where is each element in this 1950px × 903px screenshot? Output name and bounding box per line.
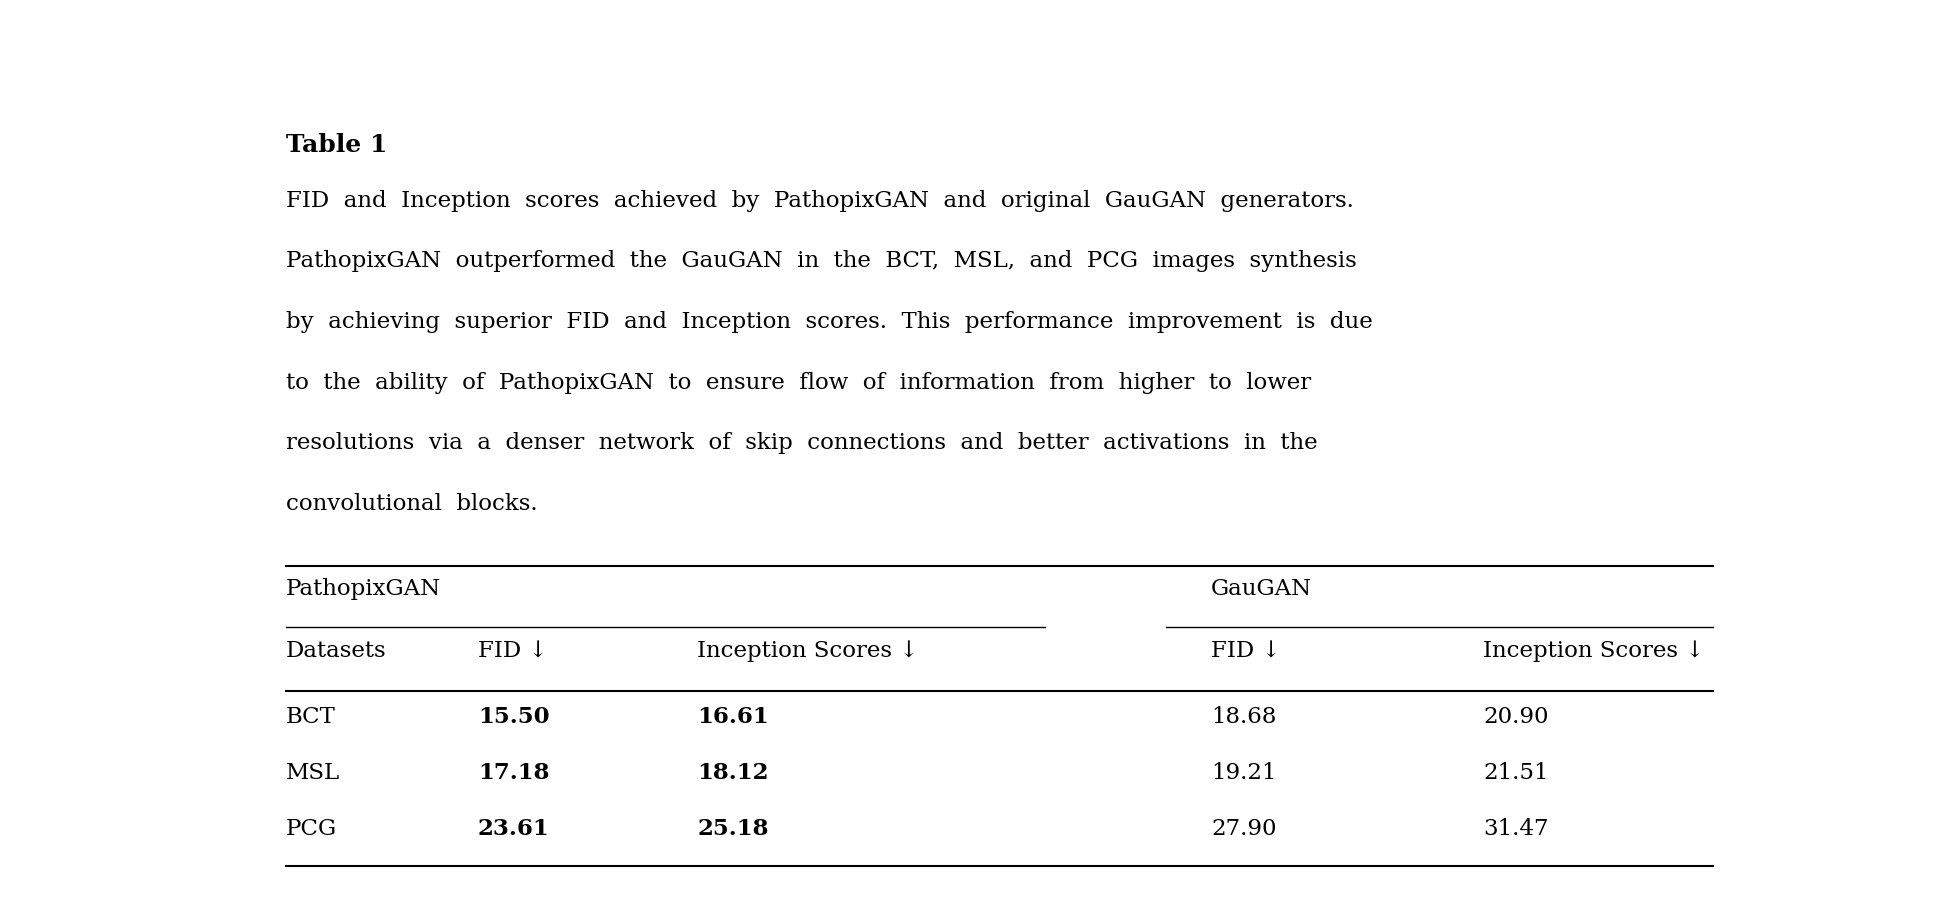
Text: convolutional  blocks.: convolutional blocks.: [287, 492, 538, 514]
Text: 15.50: 15.50: [478, 705, 550, 728]
Text: 16.61: 16.61: [698, 705, 768, 728]
Text: FID  and  Inception  scores  achieved  by  PathopixGAN  and  original  GauGAN  g: FID and Inception scores achieved by Pat…: [287, 190, 1353, 211]
Text: 20.90: 20.90: [1482, 705, 1548, 728]
Text: PathopixGAN  outperformed  the  GauGAN  in  the  BCT,  MSL,  and  PCG  images  s: PathopixGAN outperformed the GauGAN in t…: [287, 250, 1357, 272]
Text: Inception Scores ↓: Inception Scores ↓: [698, 639, 918, 662]
Text: 21.51: 21.51: [1482, 761, 1548, 783]
Text: 19.21: 19.21: [1211, 761, 1277, 783]
Text: PCG: PCG: [287, 817, 337, 839]
Text: 23.61: 23.61: [478, 817, 550, 839]
Text: 25.18: 25.18: [698, 817, 768, 839]
Text: 18.12: 18.12: [698, 761, 768, 783]
Text: FID ↓: FID ↓: [478, 639, 548, 662]
Text: 31.47: 31.47: [1482, 817, 1548, 839]
Text: BCT: BCT: [287, 705, 335, 728]
Text: PathopixGAN: PathopixGAN: [287, 577, 441, 599]
Text: Inception Scores ↓: Inception Scores ↓: [1482, 639, 1704, 662]
Text: Datasets: Datasets: [287, 639, 386, 662]
Text: Table 1: Table 1: [287, 133, 388, 156]
Text: 27.90: 27.90: [1211, 817, 1277, 839]
Text: by  achieving  superior  FID  and  Inception  scores.  This  performance  improv: by achieving superior FID and Inception …: [287, 311, 1373, 332]
Text: 18.68: 18.68: [1211, 705, 1277, 728]
Text: resolutions  via  a  denser  network  of  skip  connections  and  better  activa: resolutions via a denser network of skip…: [287, 432, 1318, 453]
Text: GauGAN: GauGAN: [1211, 577, 1312, 599]
Text: 17.18: 17.18: [478, 761, 550, 783]
Text: FID ↓: FID ↓: [1211, 639, 1281, 662]
Text: MSL: MSL: [287, 761, 339, 783]
Text: to  the  ability  of  PathopixGAN  to  ensure  flow  of  information  from  high: to the ability of PathopixGAN to ensure …: [287, 371, 1310, 393]
